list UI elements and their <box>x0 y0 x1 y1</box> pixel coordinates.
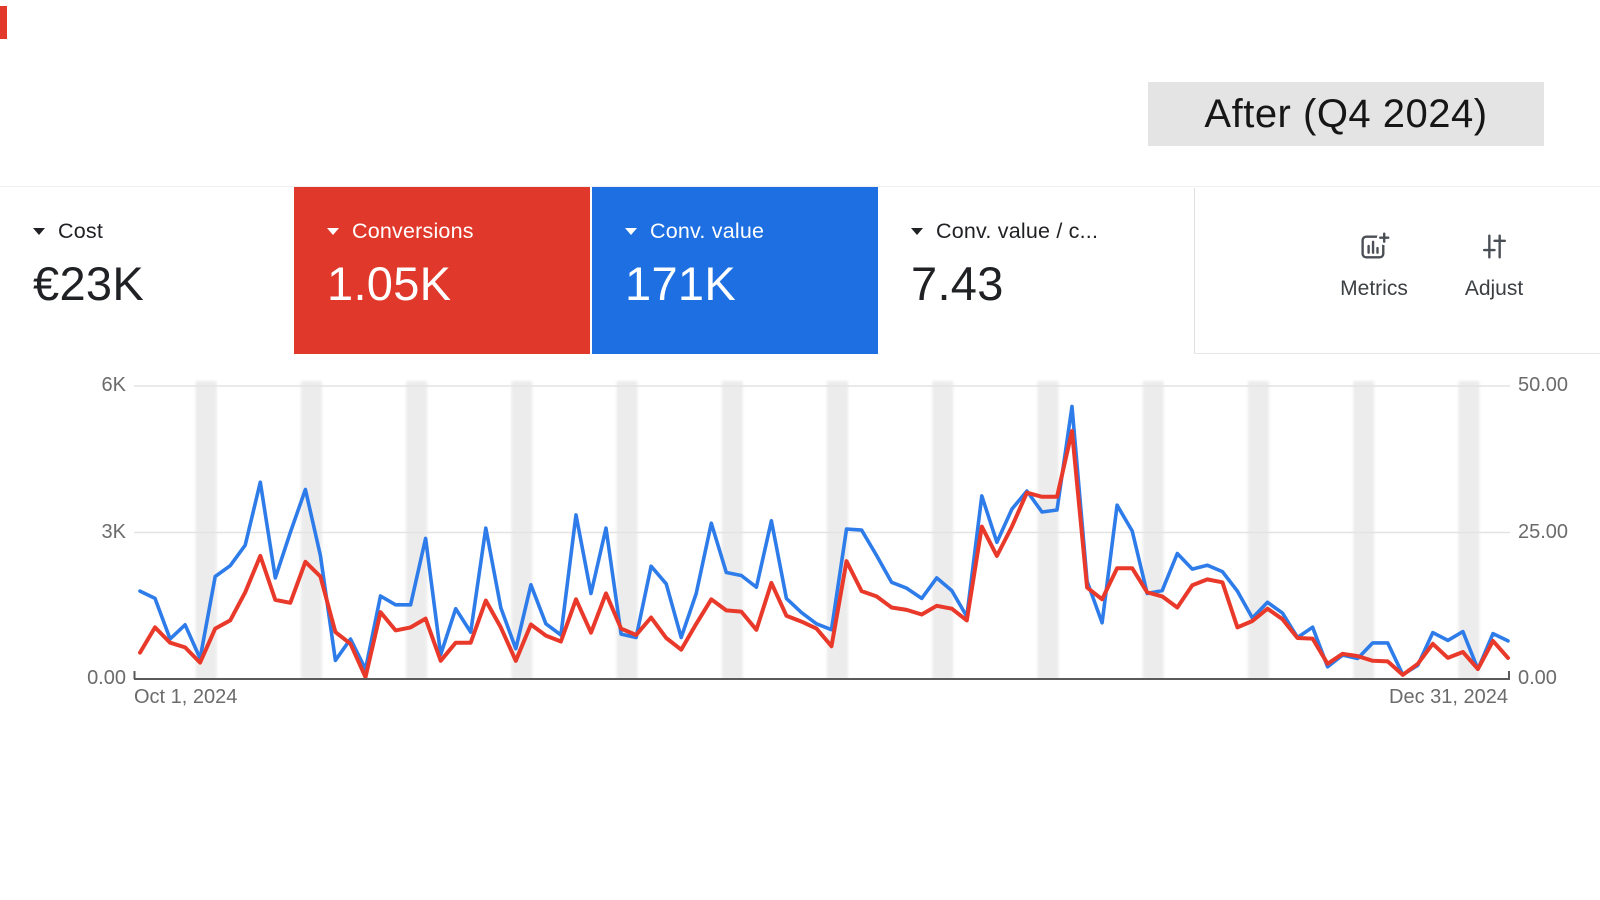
scorecard-conv-value[interactable]: Conv. value 171K <box>592 187 878 354</box>
sort-down-icon <box>911 228 923 235</box>
adjust-button-label: Adjust <box>1464 277 1524 300</box>
y-left-tick-6k: 6K <box>101 374 126 396</box>
x-axis-end-label: Dec 31, 2024 <box>1389 686 1508 708</box>
metrics-button[interactable]: Metrics <box>1313 230 1435 301</box>
x-axis <box>133 671 1510 680</box>
period-label-box: After (Q4 2024) <box>1148 82 1544 146</box>
y-right-tick-50: 50.00 <box>1518 374 1569 396</box>
sort-down-icon <box>625 228 637 235</box>
scorecard-label: Conv. value / c... <box>936 219 1099 243</box>
scorecard-conv-value-per-cost[interactable]: Conv. value / c... 7.43 <box>878 187 1194 354</box>
scorecard-value: 171K <box>625 257 736 310</box>
bar-chart-plus-icon <box>1359 230 1392 268</box>
metrics-button-label: Metrics <box>1340 277 1408 300</box>
scorecard-value: 1.05K <box>327 257 452 310</box>
sort-down-icon <box>33 228 45 235</box>
sliders-icon <box>1479 231 1510 268</box>
period-label: After (Q4 2024) <box>1204 91 1488 136</box>
sort-down-icon <box>327 228 339 235</box>
y-left-tick-0: 0.00 <box>87 667 126 689</box>
scorecard-cost[interactable]: Cost €23K <box>0 187 294 354</box>
scorecard-label: Cost <box>58 219 104 243</box>
gridlines <box>134 385 1510 534</box>
left-edge-red-artifact <box>0 6 7 39</box>
scorecard-label: Conv. value <box>650 219 765 243</box>
cards-toolbar-divider <box>1194 188 1195 353</box>
scorecard-label: Conversions <box>352 219 474 243</box>
data-series <box>138 404 1510 680</box>
scorecards-row: Cost €23K Conversions 1.05K Conv. value 171K C… <box>0 186 1600 354</box>
y-left-tick-3k: 3K <box>101 521 126 543</box>
y-right-tick-0: 0.00 <box>1518 667 1557 689</box>
scorecard-value: 7.43 <box>911 257 1004 310</box>
scorecard-conversions[interactable]: Conversions 1.05K <box>294 187 592 354</box>
y-right-tick-25: 25.00 <box>1518 521 1569 543</box>
weekend-shading <box>195 381 1480 679</box>
adjust-button[interactable]: Adjust <box>1433 231 1555 301</box>
scorecard-value: €23K <box>33 257 144 310</box>
x-axis-start-label: Oct 1, 2024 <box>134 686 238 708</box>
